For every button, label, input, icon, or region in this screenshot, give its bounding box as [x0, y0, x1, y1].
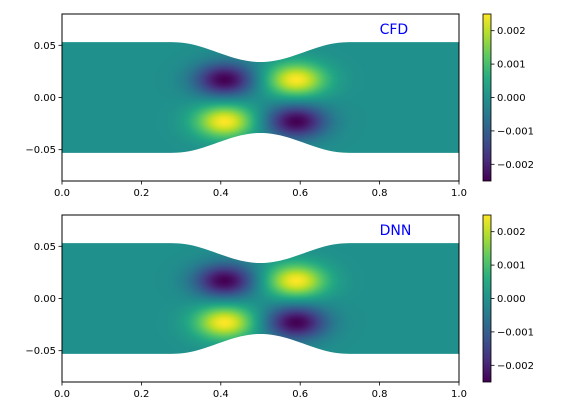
cfd-x-tick-label: 0.0	[54, 188, 70, 199]
cfd-colorbar-tick-label: 0.001	[497, 60, 526, 71]
cfd-colorbar-tick-label: 0.000	[497, 93, 526, 104]
dnn-colorbar-tick-label: −0.002	[497, 361, 534, 372]
dnn-colorbar-tick-label: 0.000	[497, 294, 526, 305]
dnn-x-axis: 0.0 0.2 0.4 0.6 0.8 1.0	[54, 382, 467, 400]
cfd-colorbar-gradient	[482, 13, 492, 182]
dnn-x-tick-label: 1.0	[451, 389, 467, 400]
dnn-colorbar-gradient	[482, 214, 492, 383]
dnn-x-tick-label: 0.0	[54, 389, 70, 400]
cfd-field	[62, 42, 459, 153]
dnn-panel-label: DNN	[380, 223, 412, 239]
dnn-x-tick-label: 0.8	[372, 389, 388, 400]
dnn-panel: 0.0 0.2 0.4 0.6 0.8 1.0 0.05 0.00 −0.05 DNN 0.0…	[25, 214, 534, 400]
dnn-x-tick-label: 0.6	[292, 389, 308, 400]
dnn-x-tick-label: 0.2	[133, 389, 149, 400]
cfd-x-tick-label: 0.2	[133, 188, 149, 199]
cfd-x-tick-label: 0.6	[292, 188, 308, 199]
cfd-colorbar-tick-label: 0.002	[497, 26, 526, 37]
dnn-colorbar-tick-label: 0.002	[497, 227, 526, 238]
cfd-y-axis: 0.05 0.00 −0.05	[25, 41, 62, 156]
cfd-panel-label: CFD	[380, 22, 409, 38]
cfd-colorbar: 0.002 0.001 0.000 −0.001 −0.002	[482, 13, 534, 182]
dnn-plot-area	[62, 243, 459, 354]
dnn-field	[62, 243, 459, 354]
cfd-x-tick-label: 0.4	[213, 188, 229, 199]
cfd-panel: 0.0 0.2 0.4 0.6 0.8 1.0 0.05 0.00 −0.05 CFD 0.0…	[25, 13, 534, 199]
cfd-colorbar-tick-label: −0.001	[497, 126, 534, 137]
cfd-y-tick-label: 0.05	[34, 41, 56, 52]
dnn-colorbar: 0.002 0.001 0.000 −0.001 −0.002	[482, 214, 534, 383]
dnn-y-axis: 0.05 0.00 −0.05	[25, 242, 62, 357]
cfd-y-tick-label: −0.05	[25, 145, 56, 156]
dnn-y-tick-label: 0.05	[34, 242, 56, 253]
cfd-y-tick-label: 0.00	[34, 93, 56, 104]
cfd-colorbar-tick-label: −0.002	[497, 160, 534, 171]
dnn-colorbar-tick-label: −0.001	[497, 327, 534, 338]
dnn-x-tick-label: 0.4	[213, 389, 229, 400]
cfd-x-tick-label: 0.8	[372, 188, 388, 199]
dnn-y-tick-label: −0.05	[25, 346, 56, 357]
dnn-y-tick-label: 0.00	[34, 294, 56, 305]
cfd-x-axis: 0.0 0.2 0.4 0.6 0.8 1.0	[54, 181, 467, 199]
cfd-x-tick-label: 1.0	[451, 188, 467, 199]
dnn-colorbar-tick-label: 0.001	[497, 261, 526, 272]
cfd-plot-area	[62, 42, 459, 153]
